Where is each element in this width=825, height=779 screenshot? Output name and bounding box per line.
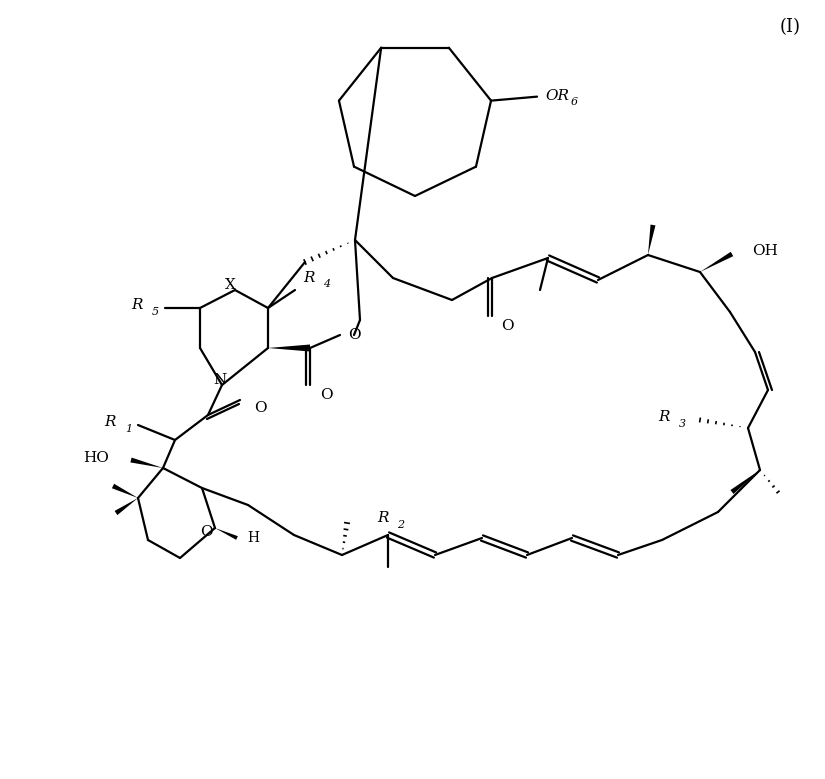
Text: OH: OH <box>752 244 778 258</box>
Polygon shape <box>648 224 656 255</box>
Text: O: O <box>254 401 266 415</box>
Text: H: H <box>247 531 259 545</box>
Text: (I): (I) <box>780 18 800 36</box>
Text: 2: 2 <box>397 520 404 530</box>
Polygon shape <box>268 344 310 351</box>
Text: R: R <box>303 271 314 285</box>
Text: 4: 4 <box>323 279 330 289</box>
Text: X: X <box>224 278 235 292</box>
Text: O: O <box>348 328 361 342</box>
Text: OR: OR <box>545 89 569 103</box>
Polygon shape <box>700 252 733 272</box>
Text: 3: 3 <box>679 419 686 429</box>
Text: R: R <box>105 415 116 429</box>
Text: R: R <box>131 298 143 312</box>
Text: O: O <box>501 319 514 333</box>
Polygon shape <box>115 498 138 515</box>
Text: 6: 6 <box>571 97 578 107</box>
Polygon shape <box>112 484 138 498</box>
Text: 5: 5 <box>152 307 159 317</box>
Text: O: O <box>320 388 332 402</box>
Text: R: R <box>658 410 670 424</box>
Text: R: R <box>377 511 389 525</box>
Text: 1: 1 <box>125 424 132 434</box>
Text: N: N <box>214 373 227 387</box>
Text: O: O <box>200 525 213 539</box>
Text: HO: HO <box>83 451 109 465</box>
Polygon shape <box>730 470 760 494</box>
Polygon shape <box>215 528 238 540</box>
Polygon shape <box>130 457 163 468</box>
